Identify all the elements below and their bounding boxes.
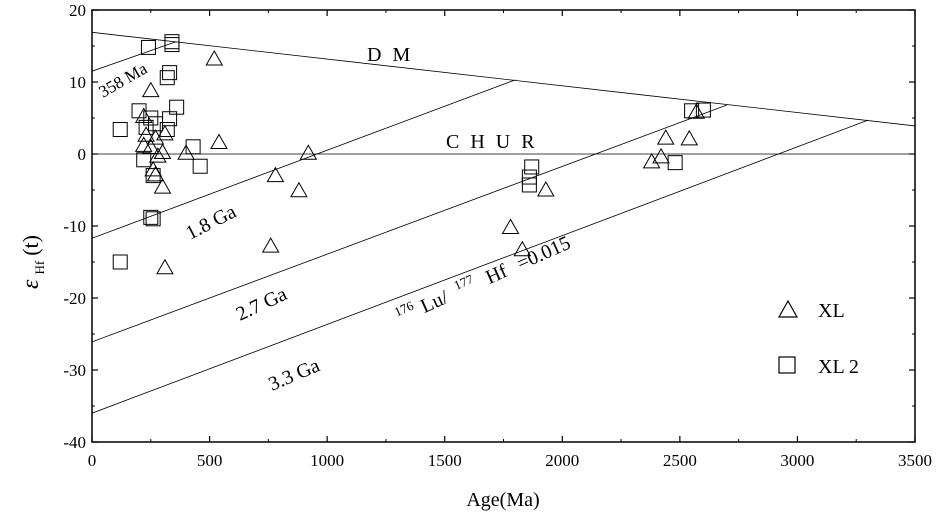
legend-label-xl: XL: [818, 300, 845, 322]
x-tick-label: 0: [88, 451, 97, 470]
y-tick-label: -20: [63, 289, 86, 308]
x-axis-title: Age(Ma): [466, 489, 539, 511]
data-point-xl2: [145, 168, 161, 184]
annotation-2-7ga: 2.7 Ga: [233, 283, 291, 326]
data-point-xl2: [524, 159, 540, 175]
data-point-xl2: [521, 177, 537, 193]
reference-line-3.3ga: [92, 119, 869, 414]
x-tick-label: 2500: [663, 451, 697, 470]
data-point-xl: [210, 133, 228, 149]
data-point-xl: [146, 165, 165, 182]
y-tick-label: -40: [63, 433, 86, 452]
data-point-xl: [652, 147, 670, 164]
y-axis-title: ε Hf (t): [18, 235, 49, 289]
legend: XL XL 2: [777, 299, 859, 378]
data-point-xl2: [138, 119, 154, 135]
data-point-xl2: [112, 122, 128, 138]
ratio-lu: Lu/: [417, 286, 452, 318]
data-point-xl2: [192, 158, 208, 174]
data-point-xl: [536, 180, 555, 197]
data-point-xl2: [684, 103, 700, 119]
data-point-xl2: [143, 209, 159, 225]
x-tick-label: 1000: [310, 451, 344, 470]
data-point-xl: [148, 147, 167, 163]
data-point-xl: [153, 143, 172, 160]
legend-item-xl2: XL 2: [778, 356, 859, 378]
data-point-xl: [156, 258, 174, 275]
reference-line-358ma: [92, 41, 177, 72]
x-tick-label: 2000: [545, 451, 579, 470]
y-tick-label: 10: [69, 73, 86, 92]
x-tick-label: 3500: [898, 451, 932, 470]
data-point-xl: [156, 124, 174, 141]
legend-marker-triangle: [777, 299, 799, 318]
legend-item-xl: XL: [777, 299, 845, 322]
x-tick-label: 1500: [428, 451, 462, 470]
reference-line-2.7ga: [92, 104, 728, 343]
data-point-xl: [299, 144, 318, 160]
data-point-xl: [501, 218, 520, 234]
data-point-xl: [177, 144, 195, 160]
data-point-xl2: [140, 39, 156, 55]
y-axis-title-main: ε: [18, 279, 44, 289]
reference-lines: [92, 31, 915, 414]
x-tick-label: 3000: [780, 451, 814, 470]
data-point-xl2: [159, 122, 175, 138]
data-point-xl: [680, 129, 699, 146]
data-point-xl2: [162, 65, 178, 81]
data-point-xl: [153, 178, 172, 194]
x-tick-label: 500: [197, 451, 223, 470]
data-point-xl: [261, 237, 280, 253]
axis-ticks: 0 500 1000 1500 2000 2500 3000 3500 -40 -30 -20 -10…: [63, 1, 932, 470]
data-point-xl2: [159, 70, 175, 86]
ratio-sup-177: 177: [452, 271, 476, 293]
data-point-xl2: [667, 155, 683, 171]
annotation-chur: C H U R: [446, 131, 538, 153]
data-point-xl: [146, 129, 165, 145]
data-point-xl: [513, 240, 532, 257]
legend-marker-square: [778, 356, 796, 374]
data-point-xl2: [136, 152, 152, 168]
data-point-xl: [205, 49, 224, 66]
data-point-xl2: [521, 169, 537, 185]
data-point-xl2: [695, 102, 711, 118]
reference-line-dm: [92, 31, 915, 127]
y-axis-title-suffix: (t): [18, 235, 43, 256]
annotation-1-8ga: 1.8 Ga: [182, 201, 240, 245]
data-point-xl2: [147, 116, 163, 132]
data-point-xl2: [112, 254, 128, 270]
data-point-xl: [290, 181, 308, 198]
annotation-3-3ga: 3.3 Ga: [265, 354, 323, 395]
data-point-xl2: [185, 139, 201, 155]
data-point-xl: [141, 81, 160, 98]
y-tick-label: 20: [69, 1, 86, 20]
data-points: [112, 34, 711, 275]
data-point-xl2: [164, 34, 180, 50]
data-point-xl: [642, 152, 661, 169]
annotation-358ma: 358 Ma: [96, 59, 151, 102]
annotation-dm: D M: [367, 44, 413, 66]
svg-text:ε Hf (t): ε Hf (t): [18, 235, 49, 289]
annotation-lu-hf-ratio: 176 Lu/ 177 Hf =0.015: [390, 225, 574, 329]
svg-text:176 Lu/ 177: 176 Lu/ 177 Hf =0.015: [390, 225, 574, 329]
legend-label-xl2: XL 2: [818, 356, 859, 378]
y-tick-label: -10: [63, 217, 86, 236]
ratio-value: =0.015: [514, 232, 574, 275]
data-point-xl: [656, 129, 675, 145]
data-point-xl2: [143, 110, 159, 126]
ratio-sup-176: 176: [392, 298, 416, 320]
y-tick-label: -30: [63, 361, 86, 380]
data-point-xl: [266, 166, 285, 183]
y-axis-title-sub: Hf: [32, 260, 47, 274]
y-tick-label: 0: [78, 145, 87, 164]
data-point-xl2: [145, 211, 161, 227]
